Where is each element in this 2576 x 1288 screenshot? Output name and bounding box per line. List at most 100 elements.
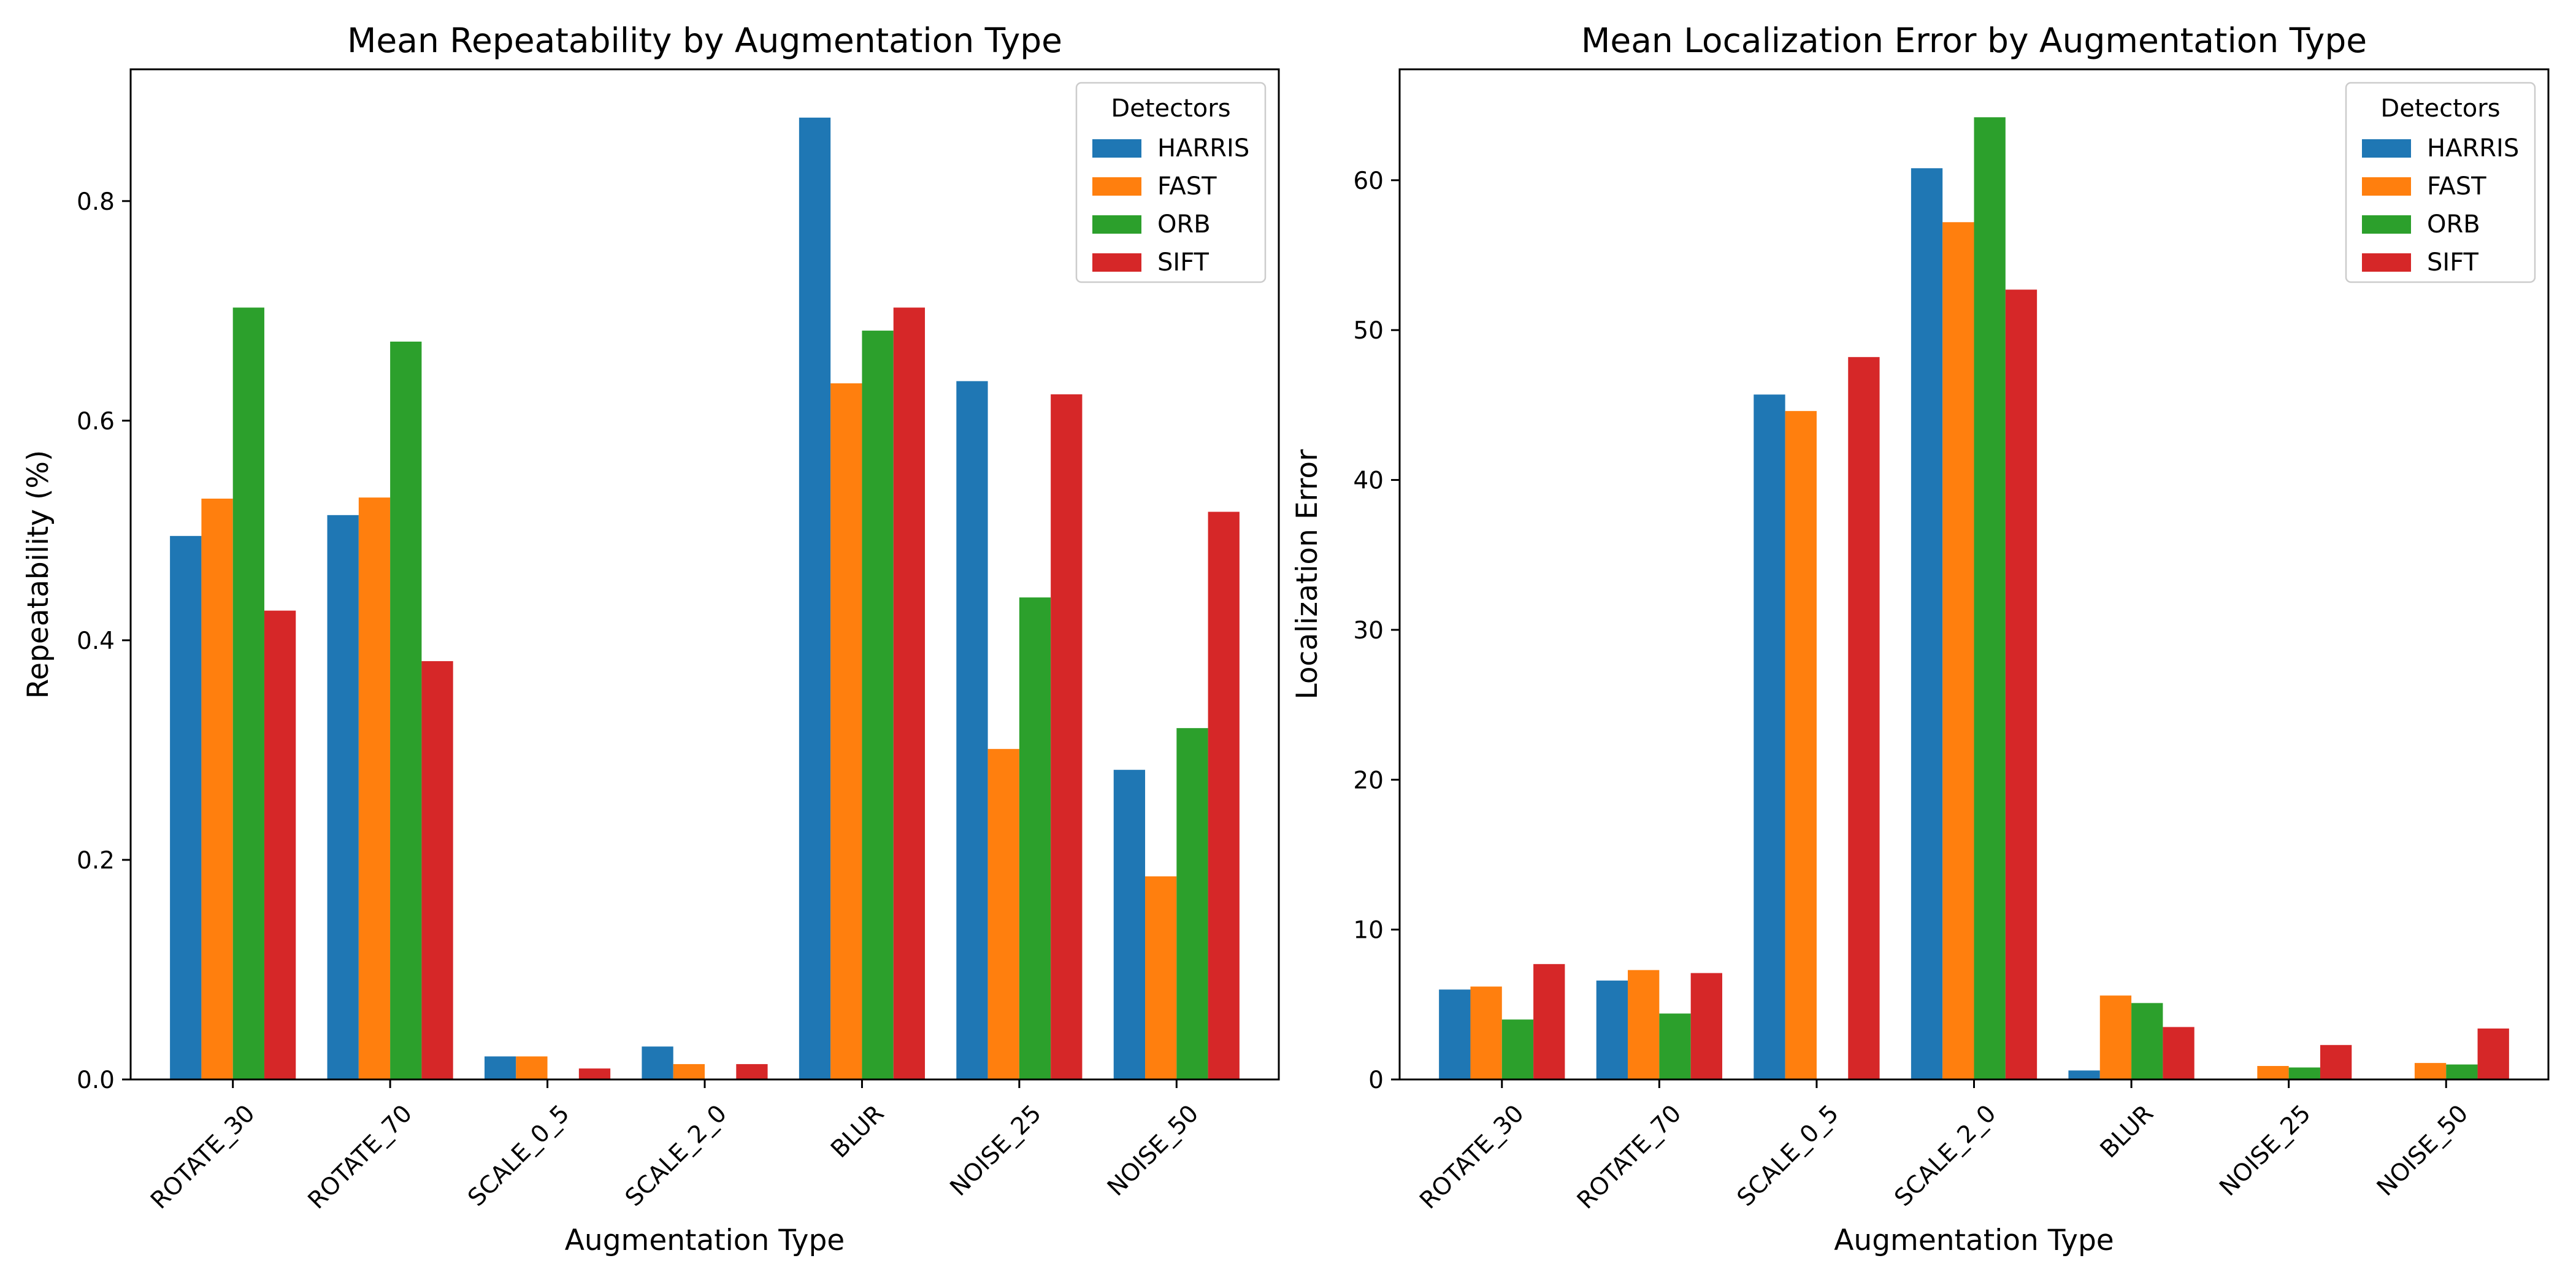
legend-swatch-fast bbox=[1092, 177, 1141, 196]
legend-swatch-sift bbox=[2362, 253, 2411, 272]
x-tick-label-scale-2-0: SCALE_2_0 bbox=[620, 1100, 732, 1212]
bar-orb-rotate-70 bbox=[1659, 1013, 1691, 1079]
bar-fast-noise-25 bbox=[2257, 1066, 2289, 1079]
legend-label-fast: FAST bbox=[1157, 172, 1217, 201]
x-axis-label: Augmentation Type bbox=[565, 1224, 845, 1257]
bar-sift-scale-2-0 bbox=[2005, 289, 2037, 1080]
legend-swatch-harris bbox=[2362, 139, 2411, 158]
legend-swatch-orb bbox=[1092, 215, 1141, 234]
bar-orb-noise-50 bbox=[2446, 1064, 2478, 1079]
bar-fast-rotate-30 bbox=[1470, 986, 1502, 1079]
bar-fast-blur bbox=[830, 383, 862, 1079]
bar-harris-rotate-30 bbox=[1439, 989, 1471, 1079]
legend-label-fast: FAST bbox=[2427, 172, 2486, 201]
localization-error-chart: 0 10 20 30 40 50 60 ROTATE_30 ROTATE_70 SCALE_0_5… bbox=[1290, 21, 2550, 1257]
bar-fast-blur bbox=[2099, 995, 2132, 1079]
repeatability-chart: 0.0 0.2 0.4 0.6 0.8 ROTATE_30 ROTATE_70 SCALE_0… bbox=[21, 21, 1280, 1257]
x-tick-label-noise-50: NOISE_50 bbox=[2372, 1100, 2474, 1202]
bar-fast-scale-2-0 bbox=[673, 1064, 705, 1079]
bar-orb-rotate-30 bbox=[1501, 1019, 1534, 1079]
x-tick-label-rotate-30: ROTATE_30 bbox=[1414, 1100, 1529, 1214]
bar-harris-scale-0-5 bbox=[1754, 394, 1785, 1079]
y-tick-label: 20 bbox=[1353, 767, 1384, 794]
x-tick-label-noise-25: NOISE_25 bbox=[945, 1100, 1047, 1202]
bar-sift-noise-25 bbox=[2320, 1045, 2352, 1079]
x-tick-label-blur: BLUR bbox=[826, 1100, 889, 1163]
bar-sift-noise-50 bbox=[1208, 512, 1240, 1079]
bar-sift-scale-0-5 bbox=[578, 1068, 611, 1079]
chart-title: Mean Localization Error by Augmentation … bbox=[1581, 21, 2367, 60]
bar-orb-noise-50 bbox=[1176, 728, 1208, 1079]
bar-orb-rotate-30 bbox=[232, 307, 264, 1080]
bar-orb-noise-25 bbox=[2288, 1067, 2320, 1079]
legend-swatch-harris bbox=[1092, 139, 1141, 158]
y-tick-label: 0.6 bbox=[77, 408, 115, 435]
bar-harris-blur bbox=[2068, 1070, 2100, 1079]
bar-sift-noise-50 bbox=[2477, 1028, 2509, 1079]
y-tick-label: 40 bbox=[1353, 467, 1384, 495]
legend-swatch-orb bbox=[2362, 215, 2411, 234]
bar-harris-noise-25 bbox=[956, 381, 988, 1080]
y-tick-label: 0.0 bbox=[77, 1067, 115, 1094]
y-tick-label: 0.4 bbox=[77, 627, 115, 655]
legend-label-orb: ORB bbox=[1157, 210, 1211, 239]
legend-label-sift: SIFT bbox=[1157, 248, 1209, 277]
x-tick-label-scale-0-5: SCALE_0_5 bbox=[1732, 1100, 1844, 1212]
bar-sift-rotate-70 bbox=[421, 661, 453, 1079]
legend-label-harris: HARRIS bbox=[1157, 134, 1249, 163]
legend: Detectors HARRIS FAST ORB SIFT bbox=[1075, 82, 1267, 283]
bar-harris-noise-50 bbox=[1113, 770, 1146, 1079]
x-tick-label-rotate-70: ROTATE_70 bbox=[1572, 1100, 1687, 1214]
x-axis-label: Augmentation Type bbox=[1834, 1224, 2114, 1257]
bar-harris-scale-0-5 bbox=[484, 1056, 516, 1079]
y-tick-label: 50 bbox=[1353, 317, 1384, 345]
legend-title: Detectors bbox=[2380, 94, 2500, 123]
bar-fast-noise-25 bbox=[987, 749, 1019, 1079]
bar-sift-rotate-30 bbox=[264, 610, 296, 1079]
bar-orb-blur bbox=[2131, 1003, 2163, 1079]
bar-sift-blur bbox=[893, 307, 926, 1080]
legend: Detectors HARRIS FAST ORB SIFT bbox=[2345, 82, 2536, 283]
chart-title: Mean Repeatability by Augmentation Type bbox=[347, 21, 1062, 60]
legend-swatch-sift bbox=[1092, 253, 1141, 272]
legend-swatch-fast bbox=[2362, 177, 2411, 196]
bar-sift-rotate-70 bbox=[1690, 973, 1722, 1079]
bar-sift-rotate-30 bbox=[1533, 964, 1565, 1079]
x-tick-label-noise-50: NOISE_50 bbox=[1102, 1100, 1204, 1202]
y-tick-label: 0.8 bbox=[77, 188, 115, 216]
x-tick-label-blur: BLUR bbox=[2095, 1100, 2159, 1163]
y-tick-label: 0 bbox=[1368, 1067, 1384, 1094]
y-tick-label: 0.2 bbox=[77, 847, 115, 875]
bar-orb-noise-25 bbox=[1019, 597, 1051, 1079]
bar-harris-scale-2-0 bbox=[1911, 168, 1943, 1079]
bar-harris-scale-2-0 bbox=[642, 1046, 673, 1079]
x-tick-label-scale-2-0: SCALE_2_0 bbox=[1889, 1100, 2001, 1212]
bar-orb-scale-2-0 bbox=[1974, 117, 2006, 1080]
x-tick-label-rotate-30: ROTATE_30 bbox=[145, 1100, 260, 1214]
bar-harris-blur bbox=[799, 117, 831, 1079]
bar-fast-scale-0-5 bbox=[1785, 411, 1817, 1079]
bar-sift-scale-0-5 bbox=[1848, 357, 1880, 1080]
y-tick-label: 10 bbox=[1353, 917, 1384, 945]
bar-sift-blur bbox=[2163, 1027, 2195, 1079]
bar-fast-noise-50 bbox=[1145, 876, 1177, 1079]
legend-label-orb: ORB bbox=[2427, 210, 2480, 239]
bar-fast-scale-2-0 bbox=[1942, 222, 1974, 1079]
bar-fast-rotate-70 bbox=[1628, 970, 1660, 1079]
bar-harris-rotate-30 bbox=[170, 535, 202, 1079]
y-axis-label: Repeatability (%) bbox=[21, 450, 55, 699]
legend-title: Detectors bbox=[1111, 94, 1230, 123]
bar-harris-rotate-70 bbox=[327, 515, 359, 1079]
bar-fast-rotate-70 bbox=[358, 497, 391, 1079]
y-tick-label: 60 bbox=[1353, 167, 1384, 195]
x-tick-label-noise-25: NOISE_25 bbox=[2214, 1100, 2316, 1202]
bar-sift-scale-2-0 bbox=[736, 1064, 768, 1079]
bar-harris-rotate-70 bbox=[1596, 980, 1628, 1079]
bar-sift-noise-25 bbox=[1051, 394, 1083, 1079]
x-tick-label-scale-0-5: SCALE_0_5 bbox=[463, 1100, 575, 1212]
bar-fast-noise-50 bbox=[2414, 1063, 2447, 1079]
bar-orb-blur bbox=[862, 331, 894, 1079]
bar-fast-scale-0-5 bbox=[516, 1056, 548, 1079]
x-tick-label-rotate-70: ROTATE_70 bbox=[303, 1100, 418, 1214]
